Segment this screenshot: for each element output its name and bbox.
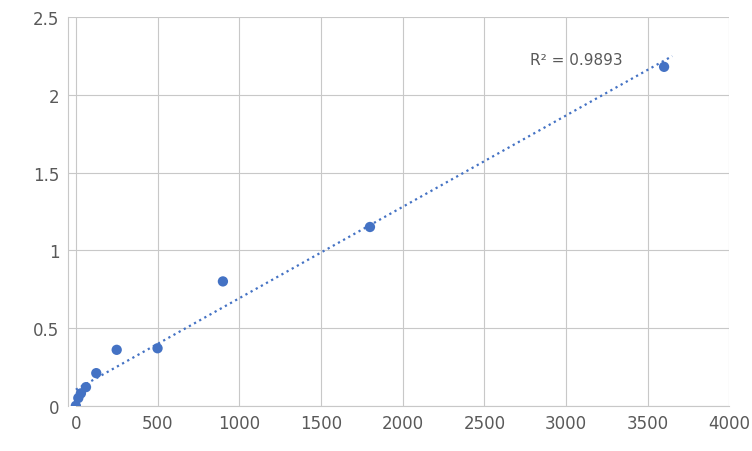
Text: R² = 0.9893: R² = 0.9893 (530, 53, 623, 68)
Point (72, 395, 84, 402)
Point (75, 390, 87, 397)
Point (152, 345, 164, 352)
Point (364, 224, 376, 231)
Point (111, 346, 123, 354)
Point (90, 370, 102, 377)
Point (70, 402, 82, 410)
Point (80, 384, 92, 391)
Point (217, 278, 229, 285)
Point (658, 64, 670, 71)
